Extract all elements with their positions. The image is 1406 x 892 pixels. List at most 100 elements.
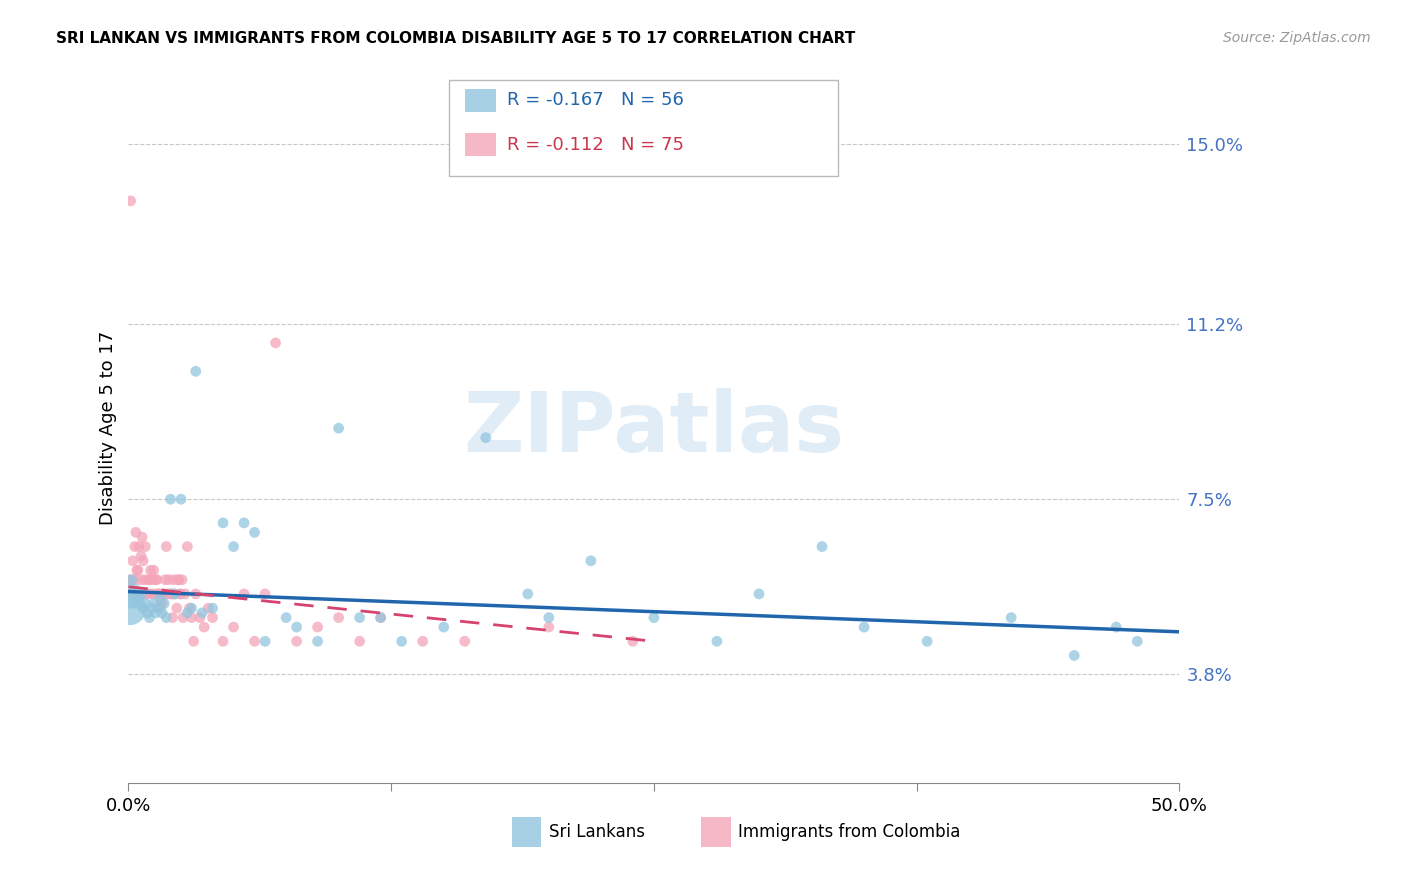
Point bbox=[121, 587, 143, 601]
Point bbox=[155, 573, 177, 587]
Point bbox=[433, 620, 456, 634]
Point bbox=[537, 610, 560, 624]
Point bbox=[131, 530, 153, 544]
Point bbox=[125, 525, 148, 540]
Point bbox=[138, 610, 160, 624]
Point bbox=[127, 563, 149, 577]
Point bbox=[157, 573, 180, 587]
Point bbox=[124, 582, 146, 597]
Point bbox=[328, 421, 350, 435]
Point bbox=[180, 601, 202, 615]
Point bbox=[132, 554, 155, 568]
Point bbox=[128, 591, 150, 606]
Point bbox=[349, 610, 371, 624]
Point bbox=[125, 596, 148, 610]
Point bbox=[146, 573, 169, 587]
Point bbox=[121, 554, 143, 568]
Point bbox=[153, 587, 176, 601]
Point bbox=[136, 606, 159, 620]
Point bbox=[274, 610, 297, 624]
Point bbox=[121, 587, 143, 601]
Point bbox=[134, 540, 156, 554]
Point bbox=[243, 525, 266, 540]
Text: Sri Lankans: Sri Lankans bbox=[548, 822, 645, 840]
Point bbox=[201, 610, 224, 624]
Point bbox=[811, 540, 834, 554]
Bar bbox=[465, 134, 496, 156]
Point bbox=[132, 601, 155, 615]
Point bbox=[141, 601, 163, 615]
Point bbox=[243, 634, 266, 648]
Point bbox=[129, 573, 152, 587]
Point bbox=[120, 194, 142, 208]
Point bbox=[153, 596, 176, 610]
Point bbox=[191, 606, 214, 620]
Point bbox=[174, 587, 197, 601]
Point bbox=[412, 634, 434, 648]
Point bbox=[643, 610, 665, 624]
Point bbox=[176, 606, 198, 620]
Point bbox=[233, 516, 256, 530]
Point bbox=[170, 573, 193, 587]
Point bbox=[516, 587, 538, 601]
Point bbox=[120, 596, 142, 610]
Bar bbox=[702, 817, 731, 847]
Point bbox=[233, 587, 256, 601]
Point bbox=[146, 601, 169, 615]
Point bbox=[148, 587, 170, 601]
Point bbox=[474, 431, 496, 445]
Bar bbox=[512, 817, 541, 847]
Point bbox=[150, 606, 173, 620]
Point bbox=[145, 606, 167, 620]
Point bbox=[748, 587, 770, 601]
Point bbox=[212, 516, 235, 530]
Point bbox=[621, 634, 644, 648]
Point bbox=[142, 596, 165, 610]
Point bbox=[149, 601, 172, 615]
FancyBboxPatch shape bbox=[449, 80, 838, 176]
Point bbox=[146, 587, 169, 601]
Point bbox=[307, 620, 329, 634]
Point bbox=[143, 587, 166, 601]
Point bbox=[853, 620, 876, 634]
Point bbox=[264, 335, 287, 350]
Point bbox=[285, 620, 308, 634]
Point bbox=[391, 634, 413, 648]
Point bbox=[370, 610, 392, 624]
Point bbox=[176, 540, 198, 554]
Point bbox=[201, 601, 224, 615]
Bar bbox=[465, 89, 496, 112]
Point bbox=[120, 582, 142, 597]
Point bbox=[183, 634, 205, 648]
Point bbox=[156, 587, 179, 601]
Point bbox=[167, 573, 190, 587]
Text: R = -0.112   N = 75: R = -0.112 N = 75 bbox=[506, 136, 683, 153]
Point bbox=[142, 563, 165, 577]
Point bbox=[134, 573, 156, 587]
Point bbox=[163, 587, 186, 601]
Point bbox=[172, 610, 194, 624]
Point bbox=[138, 573, 160, 587]
Point bbox=[138, 573, 160, 587]
Point bbox=[167, 573, 190, 587]
Point bbox=[454, 634, 477, 648]
Point bbox=[197, 601, 219, 615]
Point bbox=[162, 610, 184, 624]
Point bbox=[122, 573, 145, 587]
Point bbox=[212, 634, 235, 648]
Point bbox=[179, 601, 201, 615]
Point bbox=[579, 554, 602, 568]
Point bbox=[150, 587, 173, 601]
Point bbox=[124, 540, 146, 554]
Point bbox=[1126, 634, 1149, 648]
Point bbox=[915, 634, 938, 648]
Point bbox=[222, 620, 245, 634]
Point bbox=[285, 634, 308, 648]
Text: ZIPatlas: ZIPatlas bbox=[464, 388, 845, 468]
Point bbox=[139, 563, 162, 577]
Point bbox=[170, 587, 193, 601]
Text: Immigrants from Colombia: Immigrants from Colombia bbox=[738, 822, 960, 840]
Point bbox=[155, 610, 177, 624]
Point bbox=[307, 634, 329, 648]
Point bbox=[254, 634, 277, 648]
